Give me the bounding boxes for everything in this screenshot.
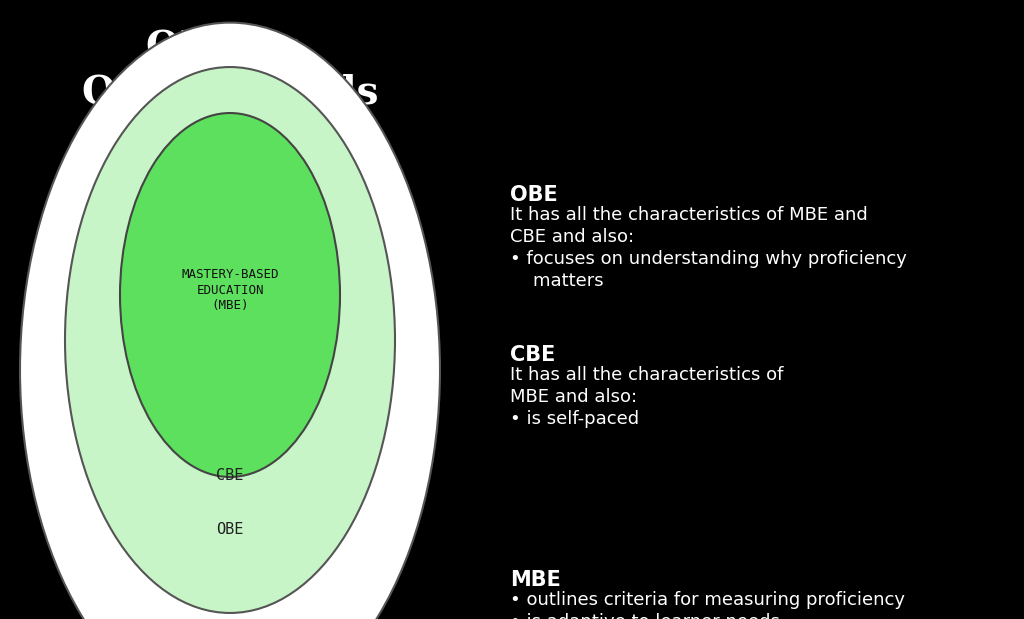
- Text: • is adaptive to learner needs: • is adaptive to learner needs: [510, 613, 780, 619]
- Ellipse shape: [20, 23, 440, 619]
- Text: CBE: CBE: [510, 345, 555, 365]
- Text: CBE and also:: CBE and also:: [510, 228, 634, 246]
- Ellipse shape: [120, 113, 340, 477]
- Text: • outlines criteria for measuring proficiency: • outlines criteria for measuring profic…: [510, 591, 905, 609]
- Text: It has all the characteristics of MBE and: It has all the characteristics of MBE an…: [510, 206, 867, 224]
- Text: OBE: OBE: [216, 522, 244, 537]
- Text: • focuses on understanding why proficiency: • focuses on understanding why proficien…: [510, 250, 907, 268]
- Text: It has all the characteristics of: It has all the characteristics of: [510, 366, 783, 384]
- Ellipse shape: [65, 67, 395, 613]
- Text: MBE: MBE: [510, 570, 561, 590]
- Text: CBE: CBE: [216, 467, 244, 482]
- Text: matters: matters: [510, 272, 603, 290]
- Text: • is self-paced: • is self-paced: [510, 410, 639, 428]
- Text: MBE and also:: MBE and also:: [510, 388, 637, 406]
- Text: MASTERY-BASED
EDUCATION
(MBE): MASTERY-BASED EDUCATION (MBE): [181, 269, 279, 311]
- Text: OBE vs.
Other Models: OBE vs. Other Models: [82, 30, 378, 112]
- Text: OBE: OBE: [510, 185, 558, 205]
